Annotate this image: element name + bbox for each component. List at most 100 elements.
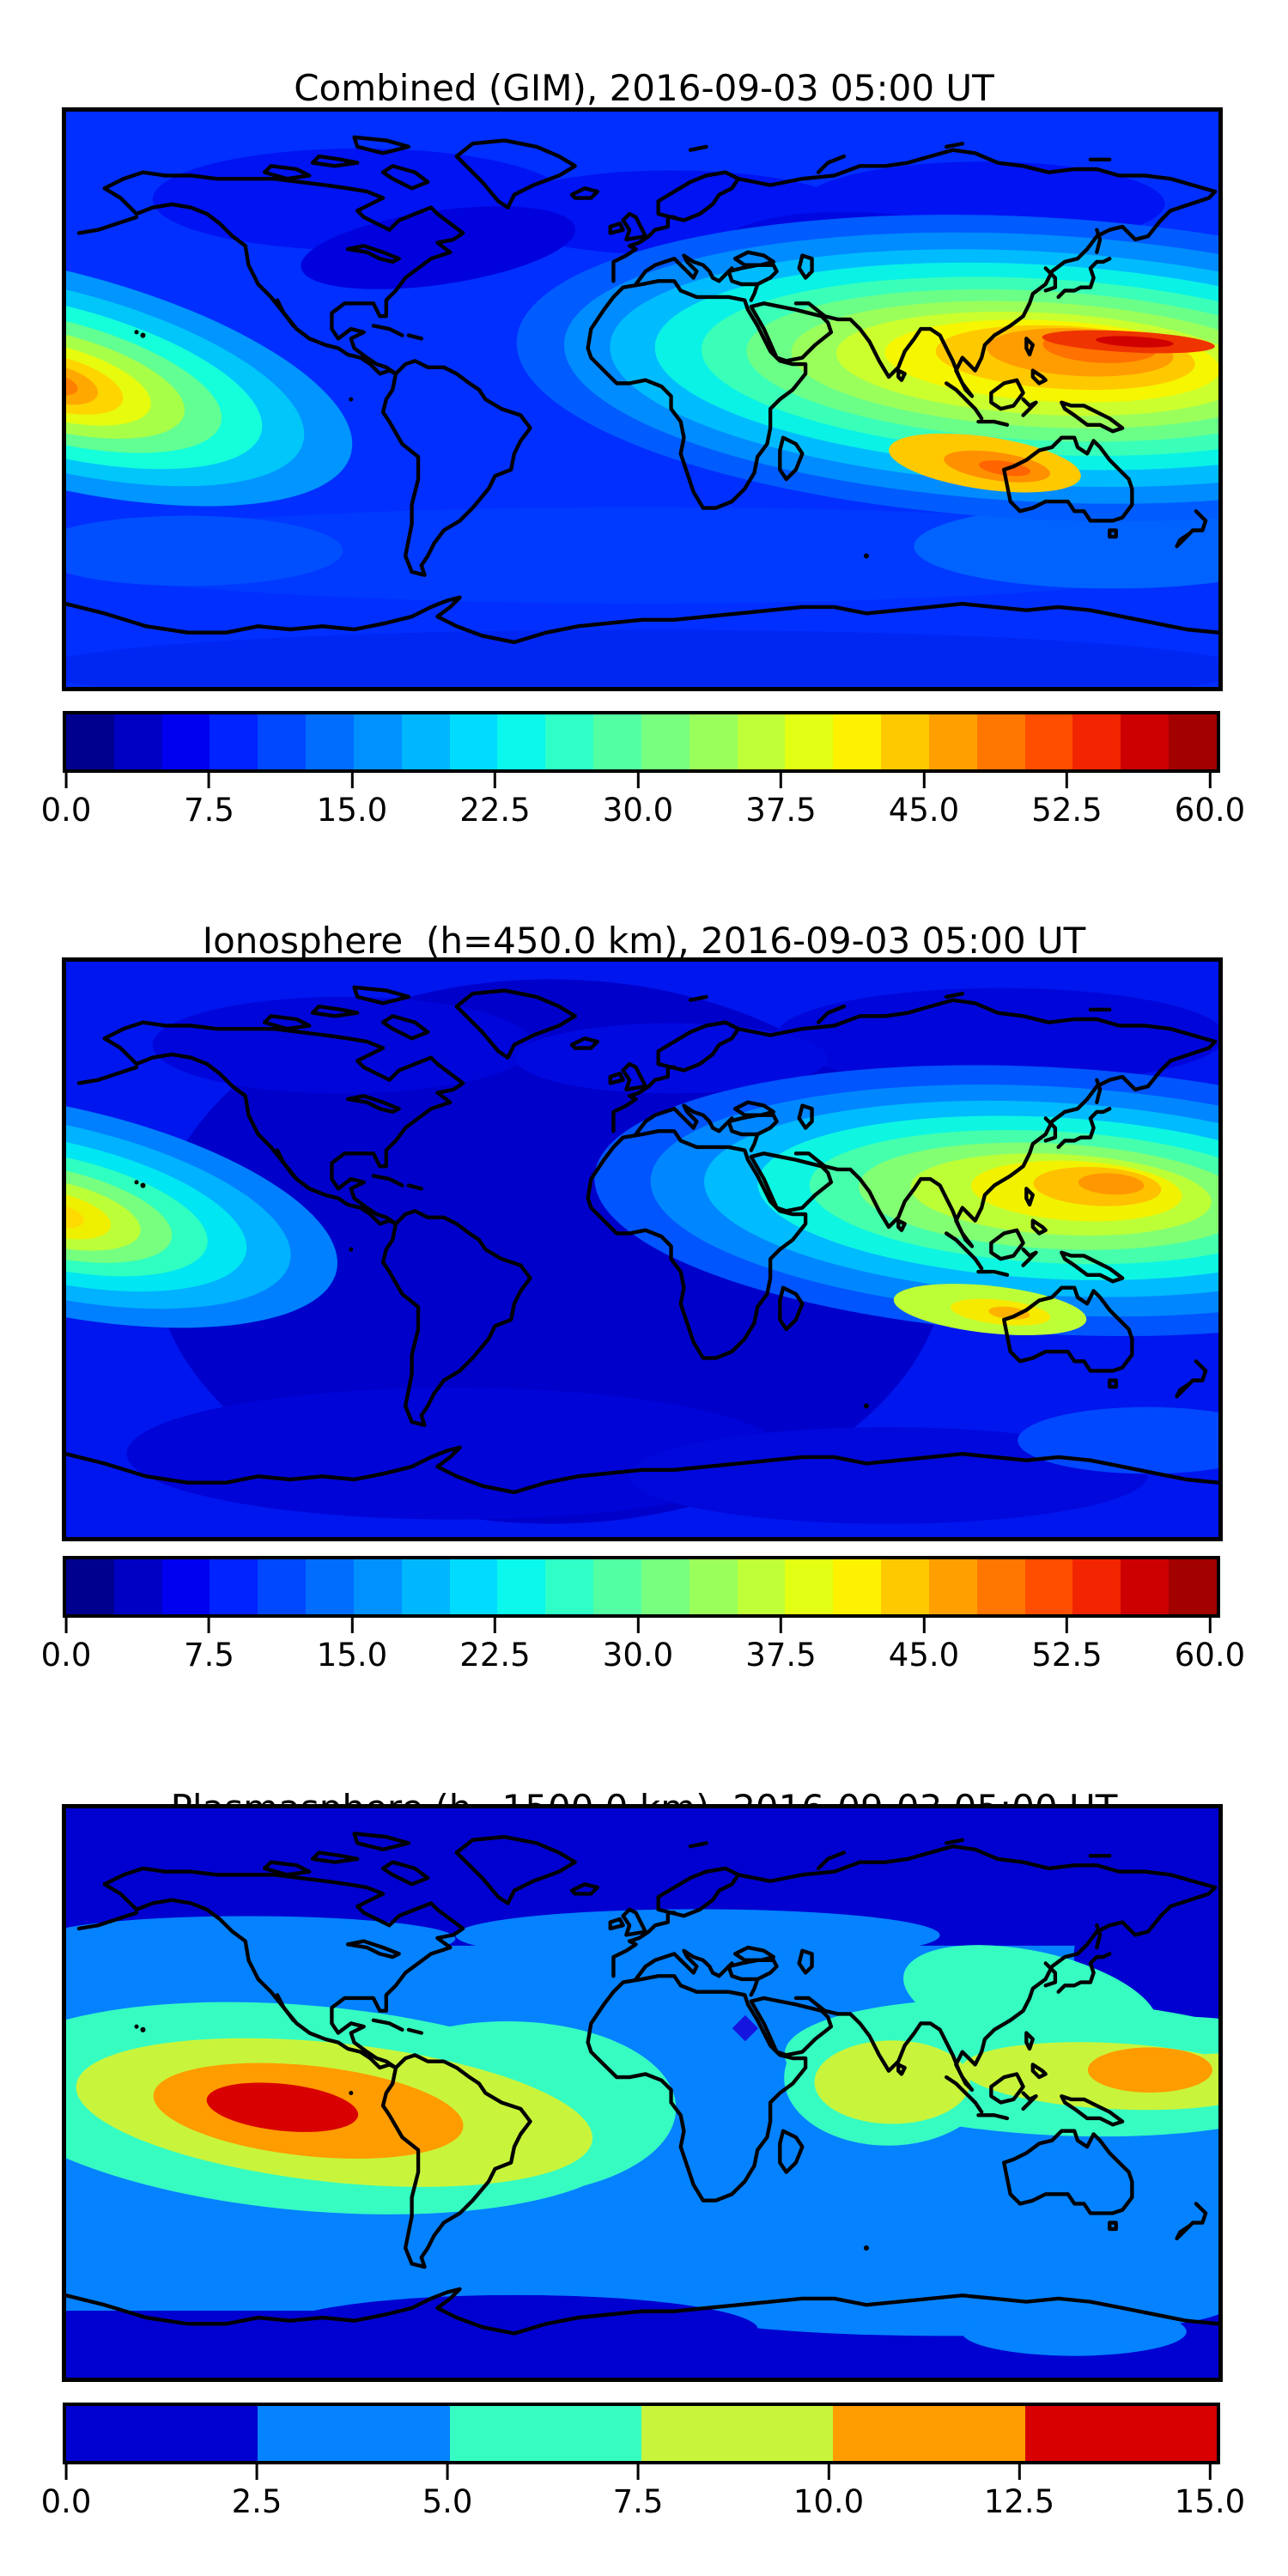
world-map-combined xyxy=(62,107,1223,691)
tick-mark xyxy=(1208,1618,1212,1633)
colorbar-segment xyxy=(1169,714,1217,769)
tick-mark xyxy=(636,1618,640,1633)
colorbar-tick: 45.0 xyxy=(889,773,959,829)
tick-mark xyxy=(208,1618,210,1633)
colorbar-segment xyxy=(449,1559,498,1614)
colorbar-tick: 45.0 xyxy=(889,1618,959,1674)
tick-label: 7.5 xyxy=(184,792,234,829)
colorbar-tick: 7.5 xyxy=(184,773,234,829)
colorbar-segment xyxy=(881,1559,929,1614)
world-map-ionosphere xyxy=(62,957,1223,1541)
colorbar-segment xyxy=(928,1559,977,1614)
colorbar-segment xyxy=(785,1559,834,1614)
colorbar-segment xyxy=(1072,1559,1121,1614)
colorbar-tick: 7.5 xyxy=(184,1618,234,1674)
colorbar-segment xyxy=(258,1559,307,1614)
colorbar-ionosphere xyxy=(63,1556,1220,1618)
colorbar-segment xyxy=(66,2406,258,2461)
colorbar-ticks-ionosphere: 0.0 7.5 15.0 22.5 30.0 37.5 45.0 52.5 60.0 xyxy=(41,1618,1245,1678)
colorbar-tick: 2.5 xyxy=(231,2464,283,2520)
colorbar-segment xyxy=(1024,714,1073,769)
colorbar-segment xyxy=(449,714,498,769)
colorbar-segment xyxy=(976,1559,1025,1614)
colorbar-tick: 37.5 xyxy=(745,773,817,829)
colorbar-segment xyxy=(545,1559,594,1614)
tick-mark xyxy=(922,773,926,788)
colorbar-segment xyxy=(976,714,1025,769)
colorbar-segment xyxy=(497,1559,546,1614)
tick-label: 0.0 xyxy=(40,1637,92,1674)
tick-label: 15.0 xyxy=(1174,2483,1246,2520)
colorbar-segment xyxy=(353,1559,402,1614)
colorbar-tick: 12.5 xyxy=(984,2464,1054,2520)
colorbar-segment xyxy=(258,714,307,769)
colorbar-tick: 7.5 xyxy=(612,2464,664,2520)
colorbar-segment xyxy=(1121,1559,1170,1614)
colorbar-tick: 37.5 xyxy=(745,1618,817,1674)
tick-label: 2.5 xyxy=(231,2483,283,2520)
tick-label: 7.5 xyxy=(184,1637,234,1674)
colorbar-segment xyxy=(1072,714,1121,769)
colorbar-segment xyxy=(306,714,354,769)
tick-mark xyxy=(636,2464,640,2480)
tick-label: 30.0 xyxy=(602,792,674,829)
colorbar-segment xyxy=(1169,1559,1217,1614)
tick-mark xyxy=(1018,2464,1021,2480)
colorbar-segment xyxy=(161,1559,210,1614)
tick-label: 5.0 xyxy=(422,2483,473,2520)
colorbar-segment xyxy=(497,714,546,769)
tick-label: 22.5 xyxy=(459,792,531,829)
colorbar-segment xyxy=(113,714,162,769)
colorbar-segment xyxy=(449,2406,641,2461)
tick-label: 52.5 xyxy=(1031,792,1103,829)
tick-mark xyxy=(1065,1618,1068,1633)
colorbar-ticks-plasmasphere: 0.0 2.5 5.0 7.5 10.0 12.5 15.0 xyxy=(41,2464,1245,2524)
tick-label: 60.0 xyxy=(1174,1637,1246,1674)
colorbar-segment xyxy=(833,1559,882,1614)
colorbar-tick: 0.0 xyxy=(40,1618,92,1674)
colorbar-segment xyxy=(928,714,977,769)
colorbar-ticks-combined: 0.0 7.5 15.0 22.5 30.0 37.5 45.0 52.5 60.0 xyxy=(41,773,1245,833)
tick-mark xyxy=(208,773,210,788)
colorbar-tick: 0.0 xyxy=(40,2464,92,2520)
colorbar-tick: 15.0 xyxy=(317,773,387,829)
tick-label: 7.5 xyxy=(612,2483,664,2520)
colorbar-tick: 10.0 xyxy=(793,2464,864,2520)
colorbar-segment xyxy=(689,714,738,769)
colorbar-segment xyxy=(593,714,641,769)
colorbar-tick: 15.0 xyxy=(1175,2464,1245,2520)
tick-mark xyxy=(827,2464,830,2480)
colorbar-segment xyxy=(306,1559,354,1614)
colorbar-segment xyxy=(737,1559,786,1614)
tick-label: 15.0 xyxy=(316,1637,388,1674)
tick-mark xyxy=(64,2464,68,2480)
tick-mark xyxy=(64,773,68,788)
colorbar-segment xyxy=(833,2406,1025,2461)
colorbar-segment xyxy=(593,1559,641,1614)
panel-title-ionosphere: Ionosphere (h=450.0 km), 2016-09-03 05:0… xyxy=(202,920,1086,963)
colorbar-tick: 0.0 xyxy=(41,773,91,829)
colorbar-combined xyxy=(63,711,1220,773)
colorbar-segment xyxy=(401,714,450,769)
colorbar-segment xyxy=(881,714,929,769)
tick-label: 30.0 xyxy=(602,1637,674,1674)
tick-label: 10.0 xyxy=(793,2483,865,2520)
colorbar-tick: 30.0 xyxy=(603,773,673,829)
colorbar-tick: 60.0 xyxy=(1175,1618,1245,1674)
tick-label: 12.5 xyxy=(983,2483,1055,2520)
tick-mark xyxy=(922,1618,926,1633)
tick-label: 0.0 xyxy=(40,2483,92,2520)
tick-mark xyxy=(350,773,354,788)
colorbar-segment xyxy=(161,714,210,769)
colorbar-segment xyxy=(641,1559,690,1614)
tick-label: 15.0 xyxy=(316,792,388,829)
panel-title-combined: Combined (GIM), 2016-09-03 05:00 UT xyxy=(294,67,994,110)
colorbar-segment xyxy=(833,714,882,769)
colorbar-segment xyxy=(737,714,786,769)
tick-label: 60.0 xyxy=(1174,792,1246,829)
colorbar-segment xyxy=(401,1559,450,1614)
colorbar-segment xyxy=(258,2406,450,2461)
tick-mark xyxy=(1208,2464,1212,2480)
colorbar-segment xyxy=(66,1559,114,1614)
colorbar-segment xyxy=(689,1559,738,1614)
